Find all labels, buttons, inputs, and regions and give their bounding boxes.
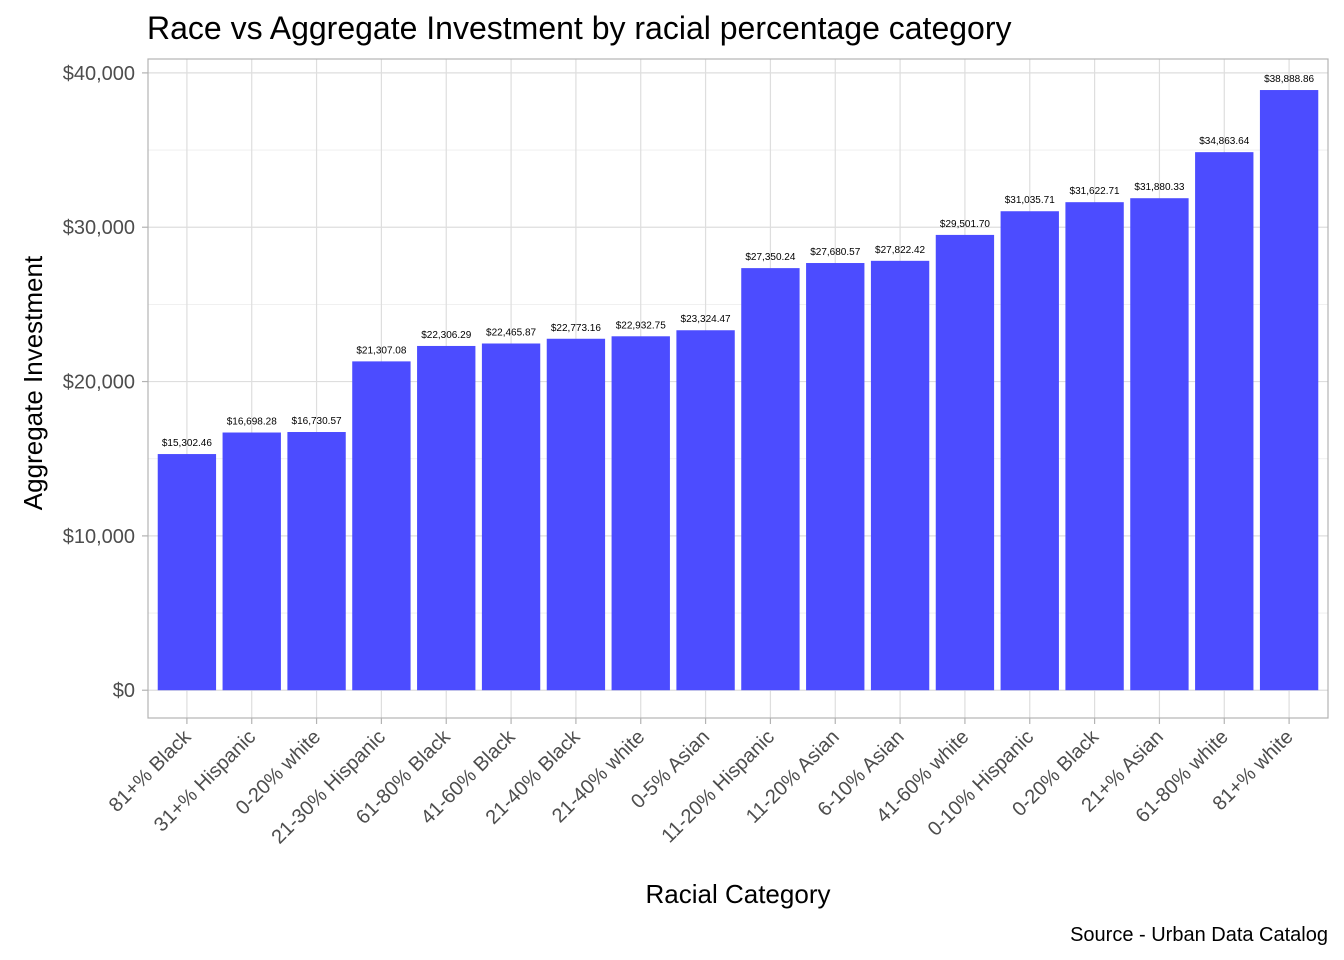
data-labels: $15,302.46 $16,698.28 $16,730.57 $21,307.08… <box>162 74 1315 449</box>
x-axis-title: Racial Category <box>646 879 831 909</box>
bar-value-label: $22,306.29 <box>421 330 471 341</box>
bar <box>870 260 930 691</box>
y-tick-label: $0 <box>113 680 135 702</box>
bar <box>1000 211 1059 691</box>
bar-value-label: $16,698.28 <box>227 417 277 428</box>
y-tick-label: $20,000 <box>63 372 135 394</box>
bar <box>222 432 281 691</box>
bar <box>1130 198 1189 691</box>
bar-value-label: $27,680.57 <box>810 247 860 258</box>
bar <box>1259 90 1319 691</box>
bar-value-label: $16,730.57 <box>292 416 342 427</box>
bar-value-label: $38,888.86 <box>1264 74 1314 85</box>
y-tick-label: $10,000 <box>63 526 135 548</box>
chart-title: Race vs Aggregate Investment by racial p… <box>147 10 1011 46</box>
bar <box>481 343 541 691</box>
bar-value-label: $22,932.75 <box>616 320 666 331</box>
bars <box>157 90 1319 691</box>
bar-value-label: $27,350.24 <box>745 252 795 263</box>
bar <box>935 234 995 691</box>
y-axis: $0 $10,000 $20,000 $30,000 $40,000 <box>63 63 148 702</box>
bar <box>417 345 476 691</box>
bar-value-label: $31,035.71 <box>1005 195 1055 206</box>
plot-panel-border <box>147 58 1329 719</box>
source-caption: Source - Urban Data Catalog <box>1070 924 1328 946</box>
y-axis-title: Aggregate Investment <box>18 255 48 510</box>
bar-value-label: $23,324.47 <box>681 314 731 325</box>
x-tick-label: 21-30% Hispanic <box>267 726 389 848</box>
bar-value-label: $27,822.42 <box>875 245 925 256</box>
bar <box>1195 152 1254 691</box>
bar <box>1065 202 1124 691</box>
bar <box>806 263 865 691</box>
bar-value-label: $29,501.70 <box>940 219 990 230</box>
bar <box>352 361 411 691</box>
bar <box>611 336 670 691</box>
bar-value-label: $34,863.64 <box>1199 136 1249 147</box>
bar <box>546 338 606 691</box>
bar <box>676 330 735 691</box>
bar <box>741 268 800 691</box>
x-tick-label: 11-20% Hispanic <box>658 726 779 847</box>
y-tick-label: $30,000 <box>63 217 135 239</box>
bar-value-label: $21,307.08 <box>356 345 406 356</box>
bar-value-label: $31,622.71 <box>1070 186 1120 197</box>
y-tick-label: $40,000 <box>63 63 135 85</box>
bar <box>157 454 217 691</box>
bar <box>287 432 346 691</box>
bar-value-label: $31,880.33 <box>1134 182 1184 193</box>
bar-value-label: $15,302.46 <box>162 438 212 449</box>
bar-value-label: $22,773.16 <box>551 323 601 334</box>
bar-value-label: $22,465.87 <box>486 327 536 338</box>
